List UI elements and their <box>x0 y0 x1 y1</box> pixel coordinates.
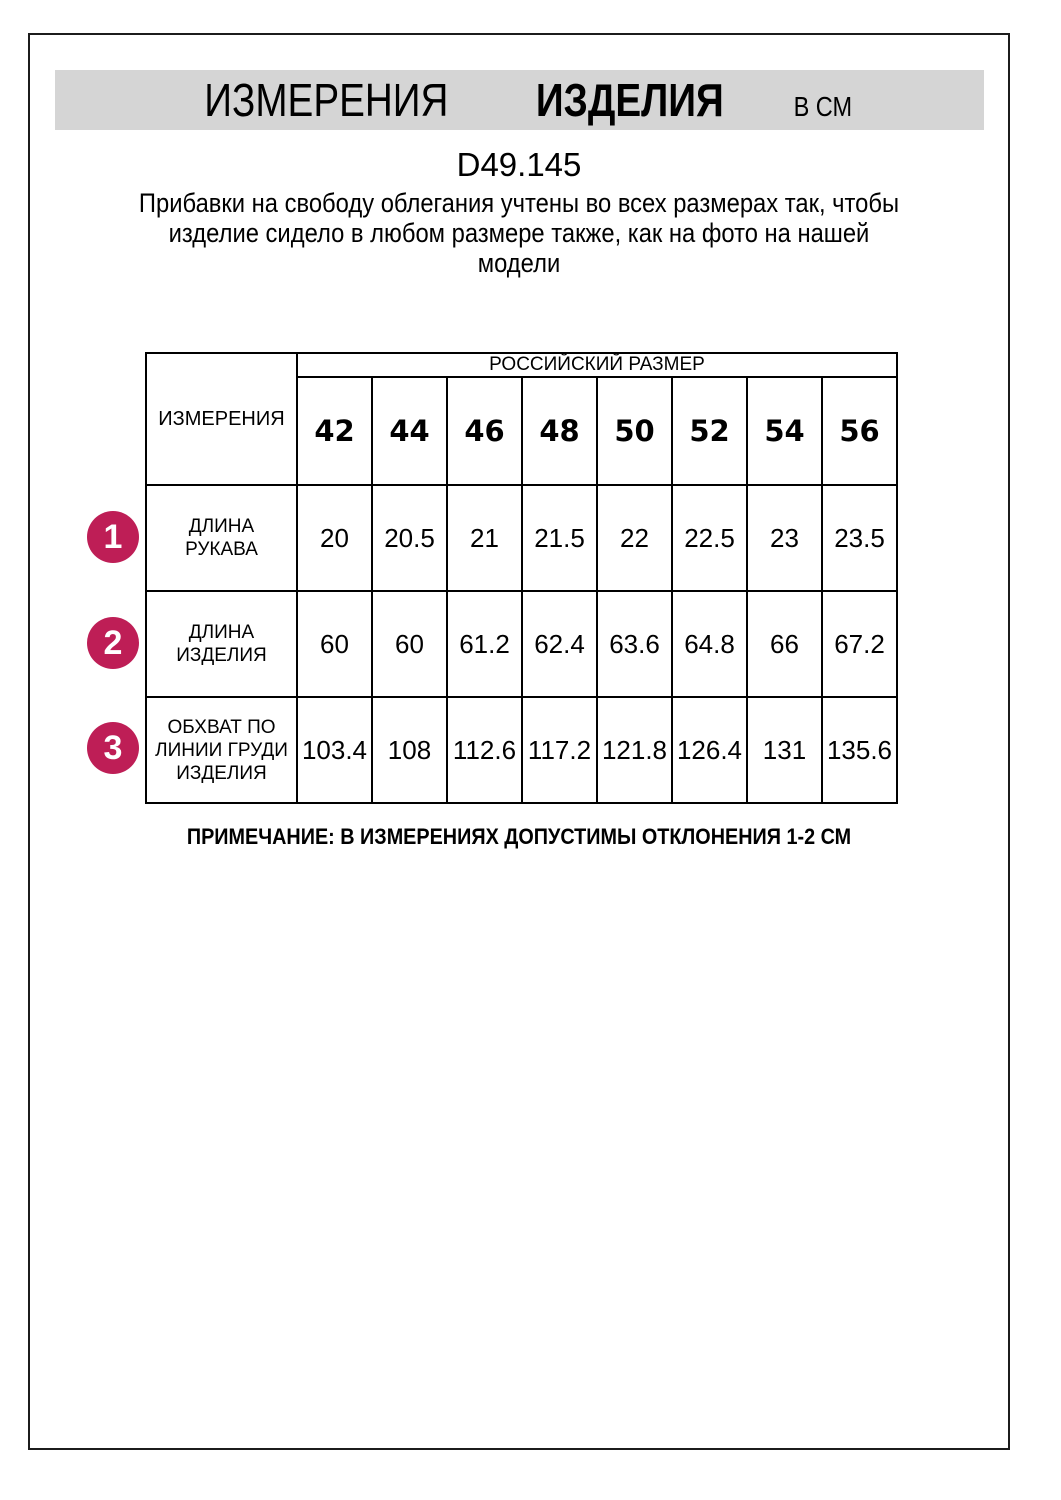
size-header: 48 <box>521 376 598 486</box>
table-row-sleeve-length: ДЛИНА РУКАВА 20 20.5 21 21.5 22 22.5 23 … <box>145 484 898 592</box>
size-header: 42 <box>296 376 373 486</box>
value-cell: 23.5 <box>821 484 898 592</box>
value-cell: 121.8 <box>596 696 673 804</box>
fit-description-line: изделие сидело в любом размере также, ка… <box>168 218 870 248</box>
page-title-word-measurements-text: ИЗМЕРЕНИЯ <box>204 74 449 126</box>
size-table: ИЗМЕРЕНИЯ РОССИЙСКИЙ РАЗМЕР 42 44 46 48 … <box>145 352 898 804</box>
table-row-product-length: ДЛИНА ИЗДЕЛИЯ 60 60 61.2 62.4 63.6 64.8 … <box>145 590 898 698</box>
value-cell: 108 <box>371 696 448 804</box>
value-cell: 62.4 <box>521 590 598 698</box>
value-cell: 131 <box>746 696 823 804</box>
article-number: D49.145 <box>456 146 582 183</box>
fit-description-line: Прибавки на свободу облегания учтены во … <box>138 188 900 218</box>
page-title-unit: В СМ <box>788 77 858 137</box>
row-label: ДЛИНА РУКАВА <box>145 484 298 592</box>
value-cell: 66 <box>746 590 823 698</box>
row-number-badge-2: 2 <box>87 617 139 669</box>
size-header: 56 <box>821 376 898 486</box>
value-cell: 60 <box>296 590 373 698</box>
row-label: ОБХВАТ ПО ЛИНИИ ГРУДИ ИЗДЕЛИЯ <box>145 696 298 804</box>
page-title-word-product: ИЗДЕЛИЯ <box>518 70 742 130</box>
table-row-chest-girth: ОБХВАТ ПО ЛИНИИ ГРУДИ ИЗДЕЛИЯ 103.4 108 … <box>145 696 898 804</box>
value-cell: 63.6 <box>596 590 673 698</box>
value-cell: 23 <box>746 484 823 592</box>
value-cell: 22 <box>596 484 673 592</box>
row-number-badge-3: 3 <box>87 722 139 774</box>
group-header-row: ИЗМЕРЕНИЯ РОССИЙСКИЙ РАЗМЕР <box>145 352 898 486</box>
page-title-bar: ИЗМЕРЕНИЯ ИЗДЕЛИЯ В СМ <box>55 70 984 130</box>
size-header-row: 42 44 46 48 50 52 54 56 <box>146 376 898 486</box>
row-number-badge-1: 1 <box>87 511 139 563</box>
russian-size-group-header: РОССИЙСКИЙ РАЗМЕР <box>296 352 898 378</box>
page-title-word-measurements: ИЗМЕРЕНИЯ <box>181 70 472 130</box>
value-cell: 22.5 <box>671 484 748 592</box>
fit-description-line: модели <box>477 248 561 278</box>
size-header: 54 <box>746 376 823 486</box>
page-title-word-product-text: ИЗДЕЛИЯ <box>536 74 724 126</box>
value-cell: 64.8 <box>671 590 748 698</box>
value-cell: 21 <box>446 484 523 592</box>
value-cell: 126.4 <box>671 696 748 804</box>
value-cell: 112.6 <box>446 696 523 804</box>
size-header: 46 <box>446 376 523 486</box>
value-cell: 20.5 <box>371 484 448 592</box>
value-cell: 20 <box>296 484 373 592</box>
page-title-unit-text: В СМ <box>793 91 852 122</box>
row-label: ДЛИНА ИЗДЕЛИЯ <box>145 590 298 698</box>
value-cell: 135.6 <box>821 696 898 804</box>
fit-description: Прибавки на свободу облегания учтены во … <box>87 188 951 278</box>
value-cell: 60 <box>371 590 448 698</box>
size-header: 50 <box>596 376 673 486</box>
size-header: 44 <box>371 376 448 486</box>
value-cell: 67.2 <box>821 590 898 698</box>
value-cell: 61.2 <box>446 590 523 698</box>
value-cell: 117.2 <box>521 696 598 804</box>
measurements-corner-header: ИЗМЕРЕНИЯ <box>145 352 298 486</box>
value-cell: 103.4 <box>296 696 373 804</box>
tolerance-note: ПРИМЕЧАНИЕ: В ИЗМЕРЕНИЯХ ДОПУСТИМЫ ОТКЛО… <box>186 824 852 849</box>
value-cell: 21.5 <box>521 484 598 592</box>
size-header: 52 <box>671 376 748 486</box>
